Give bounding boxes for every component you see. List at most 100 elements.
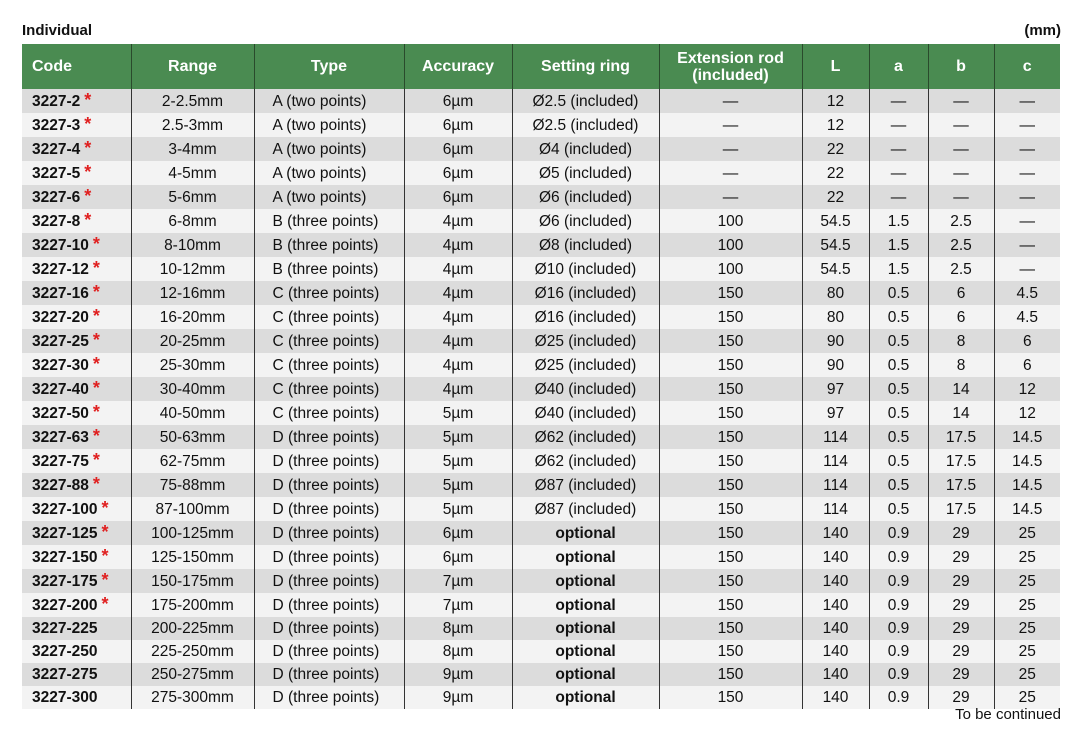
code-cell: 3227-12 *	[22, 257, 131, 281]
cell: 4µm	[403, 233, 512, 257]
cell: 6	[993, 329, 1060, 353]
cell: 140	[801, 593, 869, 617]
table-title: Individual	[22, 22, 93, 39]
code-cell: 3227-40 *	[22, 377, 131, 401]
cell: 0.5	[868, 449, 928, 473]
asterisk-icon: *	[84, 90, 92, 110]
cell: 29	[927, 640, 994, 663]
cell: 6	[927, 281, 994, 305]
cell: 140	[801, 545, 869, 569]
code-cell: 3227-250	[22, 640, 131, 663]
cell: 50-63mm	[130, 425, 254, 449]
cell: 25	[993, 521, 1060, 545]
cell: 90	[801, 329, 869, 353]
cell: 25	[993, 545, 1060, 569]
asterisk-icon: *	[92, 402, 100, 422]
cell: —	[658, 113, 802, 137]
cell: optional	[511, 640, 659, 663]
code-cell: 3227-50 *	[22, 401, 131, 425]
code-cell: 3227-10 *	[22, 233, 131, 257]
code-cell: 3227-200 *	[22, 593, 131, 617]
cell: 150	[658, 617, 802, 640]
code-cell: 3227-25 *	[22, 329, 131, 353]
cell: 8µm	[403, 617, 512, 640]
cell: 0.5	[868, 329, 928, 353]
cell: 150	[658, 663, 802, 686]
cell: 150	[658, 425, 802, 449]
cell: 5µm	[403, 497, 512, 521]
cell: —	[927, 89, 994, 113]
cell: 10-12mm	[130, 257, 254, 281]
code-cell: 3227-150 *	[22, 545, 131, 569]
cell: 29	[927, 593, 994, 617]
table-row: 3227-10 * 8-10mm B (three points) 4µm Ø8 (inc…	[22, 233, 1060, 257]
table-row: 3227-8 * 6-8mm B (three points) 4µm Ø6 (inclu…	[22, 209, 1060, 233]
cell: —	[868, 137, 928, 161]
cell: B (three points)	[253, 209, 404, 233]
cell: 17.5	[927, 449, 994, 473]
cell: 0.9	[868, 545, 928, 569]
cell: 20-25mm	[130, 329, 254, 353]
cell: 25	[993, 617, 1060, 640]
cell: 6µm	[403, 521, 512, 545]
cell: 14.5	[993, 473, 1060, 497]
cell: C (three points)	[253, 329, 404, 353]
code-cell: 3227-75 *	[22, 449, 131, 473]
asterisk-icon: *	[101, 570, 109, 590]
asterisk-icon: *	[101, 594, 109, 614]
code-text: 3227-12	[32, 261, 89, 278]
column-header: a	[868, 44, 928, 89]
code-cell: 3227-4 *	[22, 137, 131, 161]
cell: 114	[801, 473, 869, 497]
cell: 4µm	[403, 329, 512, 353]
cell: —	[658, 137, 802, 161]
code-text: 3227-5	[32, 165, 81, 182]
column-header: b	[927, 44, 994, 89]
cell: 14	[927, 377, 994, 401]
code-text: 3227-275	[32, 666, 98, 683]
cell: 7µm	[403, 569, 512, 593]
cell: 225-250mm	[130, 640, 254, 663]
cell: 29	[927, 521, 994, 545]
cell: 150	[658, 640, 802, 663]
cell: 25-30mm	[130, 353, 254, 377]
code-cell: 3227-30 *	[22, 353, 131, 377]
cell: 0.5	[868, 401, 928, 425]
cell: 54.5	[801, 257, 869, 281]
cell: 140	[801, 686, 869, 709]
code-cell: 3227-6 *	[22, 185, 131, 209]
cell: 150	[658, 281, 802, 305]
cell: 150	[658, 401, 802, 425]
cell: 29	[927, 663, 994, 686]
column-header: Setting ring	[511, 44, 659, 89]
cell: 114	[801, 425, 869, 449]
cell: 25	[993, 569, 1060, 593]
cell: 0.5	[868, 473, 928, 497]
cell: 2.5	[927, 233, 994, 257]
column-header: Range	[130, 44, 254, 89]
cell: 97	[801, 377, 869, 401]
cell: optional	[511, 617, 659, 640]
code-text: 3227-200	[32, 597, 98, 614]
asterisk-icon: *	[84, 210, 92, 230]
table-row: 3227-100 * 87-100mm D (three points) 5µm Ø87 …	[22, 497, 1060, 521]
cell: 0.9	[868, 521, 928, 545]
cell: 6	[927, 305, 994, 329]
table-row: 3227-30 * 25-30mm C (three points) 4µm Ø25 (i…	[22, 353, 1060, 377]
cell: B (three points)	[253, 233, 404, 257]
cell: 140	[801, 640, 869, 663]
cell: 150-175mm	[130, 569, 254, 593]
cell: 80	[801, 281, 869, 305]
cell: D (three points)	[253, 569, 404, 593]
cell: A (two points)	[253, 113, 404, 137]
cell: 25	[993, 663, 1060, 686]
table-row: 3227-12 * 10-12mm B (three points) 4µm Ø10 (i…	[22, 257, 1060, 281]
cell: Ø25 (included)	[511, 353, 659, 377]
code-text: 3227-100	[32, 501, 98, 518]
cell: D (three points)	[253, 663, 404, 686]
cell: Ø62 (included)	[511, 425, 659, 449]
table-row: 3227-2 * 2-2.5mm A (two points) 6µm Ø2.5 (inc…	[22, 89, 1060, 113]
asterisk-icon: *	[84, 162, 92, 182]
cell: 17.5	[927, 473, 994, 497]
cell: 2.5-3mm	[130, 113, 254, 137]
